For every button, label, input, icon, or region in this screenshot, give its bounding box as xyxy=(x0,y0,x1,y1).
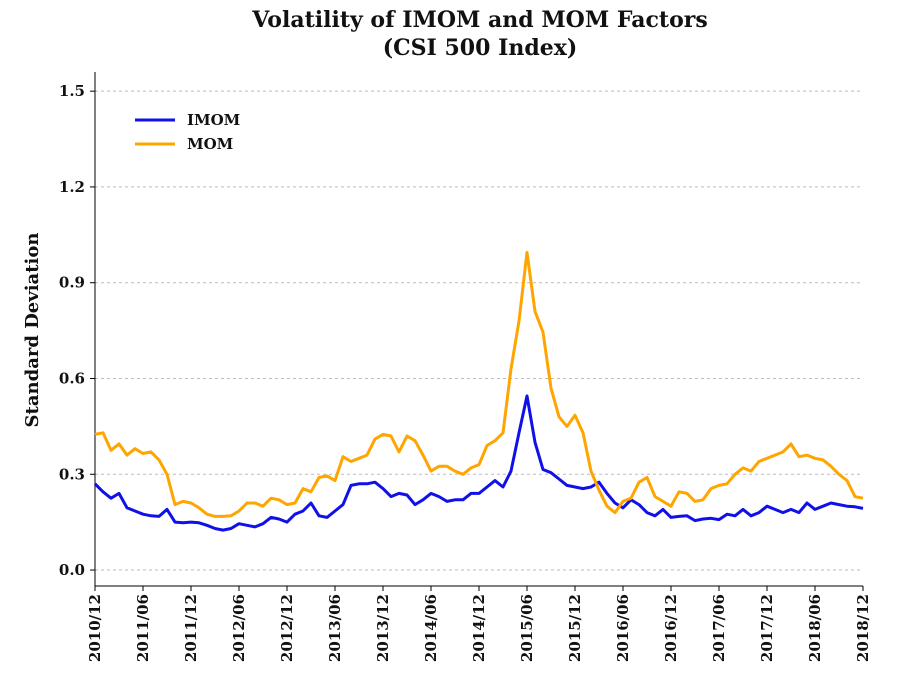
x-tick-label: 2011/12 xyxy=(182,594,200,662)
x-tick-label: 2016/06 xyxy=(614,594,632,662)
series-line xyxy=(93,394,864,532)
x-tick-label: 2010/12 xyxy=(86,594,104,662)
x-tick-label: 2013/06 xyxy=(326,594,344,662)
chart-subtitle: (CSI 500 Index) xyxy=(383,35,578,61)
x-tick-label: 2018/12 xyxy=(854,594,872,662)
x-tick-label: 2015/12 xyxy=(566,594,584,662)
x-tick-label: 2018/06 xyxy=(806,594,824,662)
x-tick-label: 2014/12 xyxy=(470,594,488,662)
x-tick-label: 2017/06 xyxy=(710,594,728,662)
y-tick-label: 1.5 xyxy=(59,82,85,100)
chart-title: Volatility of IMOM and MOM Factors xyxy=(251,7,708,33)
x-tick-label: 2015/06 xyxy=(518,594,536,662)
x-tick-label: 2016/12 xyxy=(662,594,680,662)
series-line xyxy=(94,250,864,518)
legend-label: MOM xyxy=(187,135,233,153)
y-axis-label: Standard Deviation xyxy=(22,233,43,428)
x-tick-label: 2014/06 xyxy=(422,594,440,662)
y-tick-label: 1.2 xyxy=(59,178,85,196)
legend-label: IMOM xyxy=(187,111,240,129)
y-tick-label: 0.9 xyxy=(59,274,85,292)
x-tick-label: 2017/12 xyxy=(758,594,776,662)
y-tick-label: 0.6 xyxy=(59,369,85,387)
x-tick-label: 2012/06 xyxy=(230,594,248,662)
y-tick-label: 0.0 xyxy=(59,561,85,579)
x-tick-label: 2011/06 xyxy=(134,594,152,662)
x-tick-label: 2012/12 xyxy=(278,594,296,662)
x-tick-label: 2013/12 xyxy=(374,594,392,662)
y-tick-label: 0.3 xyxy=(59,465,85,483)
